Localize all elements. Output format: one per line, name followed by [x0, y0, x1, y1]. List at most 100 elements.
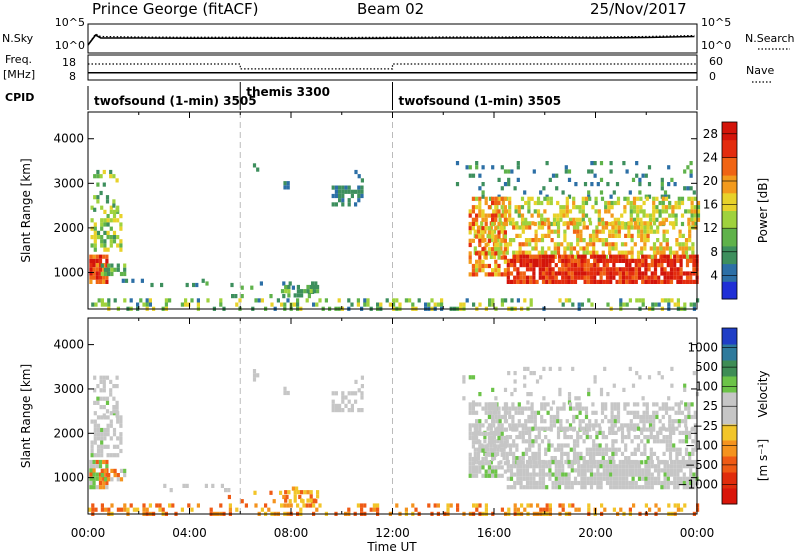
scatter-cell [572, 443, 577, 448]
scatter-cell [582, 439, 586, 444]
scatter-cell [100, 218, 104, 223]
scatter-cell [481, 423, 485, 428]
scatter-cell [554, 480, 558, 486]
scatter-cell [586, 258, 590, 263]
scatter-cell [518, 233, 522, 238]
scatter-cell [283, 390, 287, 396]
power-panel-ytick-label: 2000 [53, 221, 84, 235]
scatter-cell [546, 200, 550, 206]
scatter-cell [667, 298, 671, 303]
power-colorbar-label: 16 [703, 198, 718, 212]
scatter-cell [548, 459, 552, 465]
scatter-cell [657, 275, 661, 280]
scatter-cell [513, 279, 517, 284]
scatter-cell [663, 468, 667, 473]
scatter-cell [653, 279, 658, 284]
scatter-cell [635, 371, 639, 376]
scatter-cell [558, 503, 562, 508]
scatter-cell [636, 435, 641, 440]
scatter-cell [592, 242, 596, 247]
scatter-cell [582, 225, 586, 230]
scatter-cell [556, 233, 561, 238]
scatter-cell [331, 403, 335, 408]
scatter-cell [679, 480, 683, 486]
scatter-cell [92, 472, 96, 477]
scatter-cell [556, 225, 561, 230]
scatter-cell [625, 254, 629, 259]
scatter-cell [615, 271, 619, 276]
scatter-cell [692, 263, 696, 268]
scatter-cell [636, 402, 640, 407]
scatter-cell [530, 410, 534, 415]
scatter-cell [93, 222, 97, 227]
nave-label: Nave [746, 64, 774, 77]
scatter-cell [109, 226, 113, 231]
scatter-cell [585, 225, 589, 230]
scatter-cell [105, 472, 109, 477]
scatter-cell [536, 503, 540, 508]
scatter-cell [350, 302, 354, 307]
scatter-cell [541, 279, 546, 284]
scatter-cell [115, 375, 119, 380]
scatter-cell [509, 476, 514, 481]
scatter-cell [661, 414, 665, 420]
scatter-cell [601, 225, 605, 230]
scatter-cell [625, 258, 629, 263]
scatter-cell [103, 218, 107, 223]
scatter-cell [508, 200, 512, 206]
scatter-cell [693, 221, 697, 227]
scatter-cell [510, 169, 514, 174]
cpid-segment-label: twofsound (1-min) 3505 [94, 94, 257, 108]
scatter-cell [647, 485, 651, 490]
scatter-cell [98, 263, 103, 268]
scatter-cell [516, 459, 520, 465]
scatter-cell [689, 186, 693, 191]
scatter-cell [620, 213, 624, 218]
scatter-cell [625, 468, 629, 473]
scatter-cell [472, 503, 476, 508]
scatter-cell [642, 410, 646, 415]
scatter-cell [694, 447, 698, 452]
scatter-cell [676, 468, 680, 473]
scatter-cell [356, 302, 360, 307]
scatter-cell [692, 302, 696, 307]
scatter-cell [572, 217, 576, 222]
scatter-cell [478, 196, 482, 201]
scatter-cell [687, 410, 691, 415]
scatter-cell [640, 229, 644, 234]
scatter-cell [662, 233, 666, 238]
scatter-cell [90, 440, 94, 445]
scatter-cell [590, 169, 594, 174]
scatter-cell [554, 459, 558, 465]
scatter-cell [468, 473, 472, 478]
scatter-cell [100, 427, 104, 433]
scatter-cell [631, 464, 635, 469]
scatter-cell [575, 217, 579, 222]
scatter-cell [690, 209, 694, 214]
scatter-cell [505, 456, 509, 461]
scatter-cell [235, 302, 239, 307]
scatter-cell [585, 430, 589, 435]
scatter-cell [633, 426, 637, 431]
scatter-cell [489, 238, 493, 243]
scatter-cell [680, 419, 685, 424]
scatter-cell [551, 400, 556, 405]
scatter-cell [136, 302, 140, 307]
scatter-cell [560, 451, 564, 456]
scatter-cell [621, 254, 626, 259]
scatter-cell [604, 221, 609, 226]
scatter-cell [580, 254, 584, 259]
scatter-cell [112, 409, 116, 414]
scatter-cell [648, 414, 653, 420]
scatter-cell [647, 472, 651, 477]
scatter-cell [594, 209, 598, 214]
scatter-cell [187, 302, 191, 307]
scatter-cell [506, 459, 510, 465]
power-panel-ytick-label: 3000 [53, 176, 84, 190]
scatter-cell [575, 205, 579, 210]
scatter-cell [116, 267, 120, 272]
velocity-colorbar-outline [721, 327, 738, 505]
scatter-cell [354, 391, 358, 396]
scatter-cell [653, 480, 658, 486]
scatter-cell [487, 440, 491, 445]
